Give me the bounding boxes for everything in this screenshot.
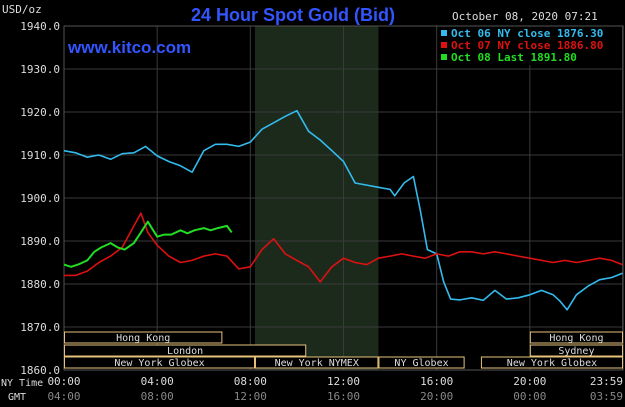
ny-time-row-label: NY Time [1,378,43,389]
y-axis-ticks: 1940.0 1930.0 1920.0 1910.0 1900.0 1890.0 1880… [20,20,60,377]
x-tick-gmt-label: 08:00 [141,390,174,403]
legend-swatch-oct06 [441,30,447,36]
x-tick-ny-label: 00:00 [47,375,80,388]
session-box [378,356,465,369]
x-tick-ny-label: 08:00 [234,375,267,388]
legend-oct06: Oct 06 NY close 1876.30 [451,27,603,40]
session-box [480,356,623,369]
session-box [64,331,223,344]
legend-box [438,27,621,65]
session-box [254,356,379,369]
x-tick-gmt-label: 03:59 [590,390,623,403]
session-box [64,356,255,369]
session-label: Sydney [558,346,594,357]
units-label: USD/oz [2,3,42,16]
x-tick-ny-label: 04:00 [141,375,174,388]
y-tick-label: 1900.0 [20,192,60,205]
session-box [529,344,623,357]
y-tick-label: 1930.0 [20,63,60,76]
session-label: NY Globex [394,358,448,369]
session-label: Hong Kong [116,333,170,344]
y-tick-label: 1890.0 [20,235,60,248]
legend: Oct 06 NY close 1876.30 Oct 07 NY close … [438,27,621,65]
session-box [64,344,307,357]
session-label: New York Globex [507,358,597,369]
y-tick-label: 1860.0 [20,364,60,377]
grid-lines [63,25,624,371]
x-axis-ticks: 00:00 04:00 04:00 08:00 08:00 12:00 12:00 16:00… [47,375,623,403]
plot-border [63,25,624,371]
y-tick-label: 1920.0 [20,106,60,119]
x-tick-ny-label: 16:00 [420,375,453,388]
session-label: New York NYMEX [275,358,359,369]
series-line-2 [64,212,623,283]
session-label: New York Globex [114,358,204,369]
x-tick-gmt-label: 16:00 [327,390,360,403]
session-label: Hong Kong [549,333,603,344]
x-tick-gmt-label: 20:00 [420,390,453,403]
y-tick-label: 1940.0 [20,20,60,33]
x-tick-ny-label: 12:00 [327,375,360,388]
site-url: www.kitco.com [67,38,191,57]
legend-oct07: Oct 07 NY close 1886.80 [451,39,603,52]
legend-oct08: Oct 08 Last 1891.80 [451,51,577,64]
x-tick-gmt-label: 04:00 [47,390,80,403]
series-line-3 [63,220,233,268]
x-tick-gmt-label: 12:00 [234,390,267,403]
datetime-label: October 08, 2020 07:21 [452,10,598,23]
y-tick-label: 1870.0 [20,321,60,334]
x-tick-ny-label: 20:00 [513,375,546,388]
session-box [529,331,623,344]
x-tick-gmt-label: 00:00 [513,390,546,403]
chart-title: 24 Hour Spot Gold (Bid) [191,5,395,25]
y-tick-label: 1910.0 [20,149,60,162]
gmt-row-label: GMT [8,392,26,403]
series-lines [63,109,623,311]
y-tick-label: 1880.0 [20,278,60,291]
legend-swatch-oct07 [441,42,447,48]
series-line-1 [63,109,623,311]
x-tick-ny-label: 23:59 [590,375,623,388]
session-label: London [167,346,203,357]
legend-swatch-oct08 [441,54,447,60]
